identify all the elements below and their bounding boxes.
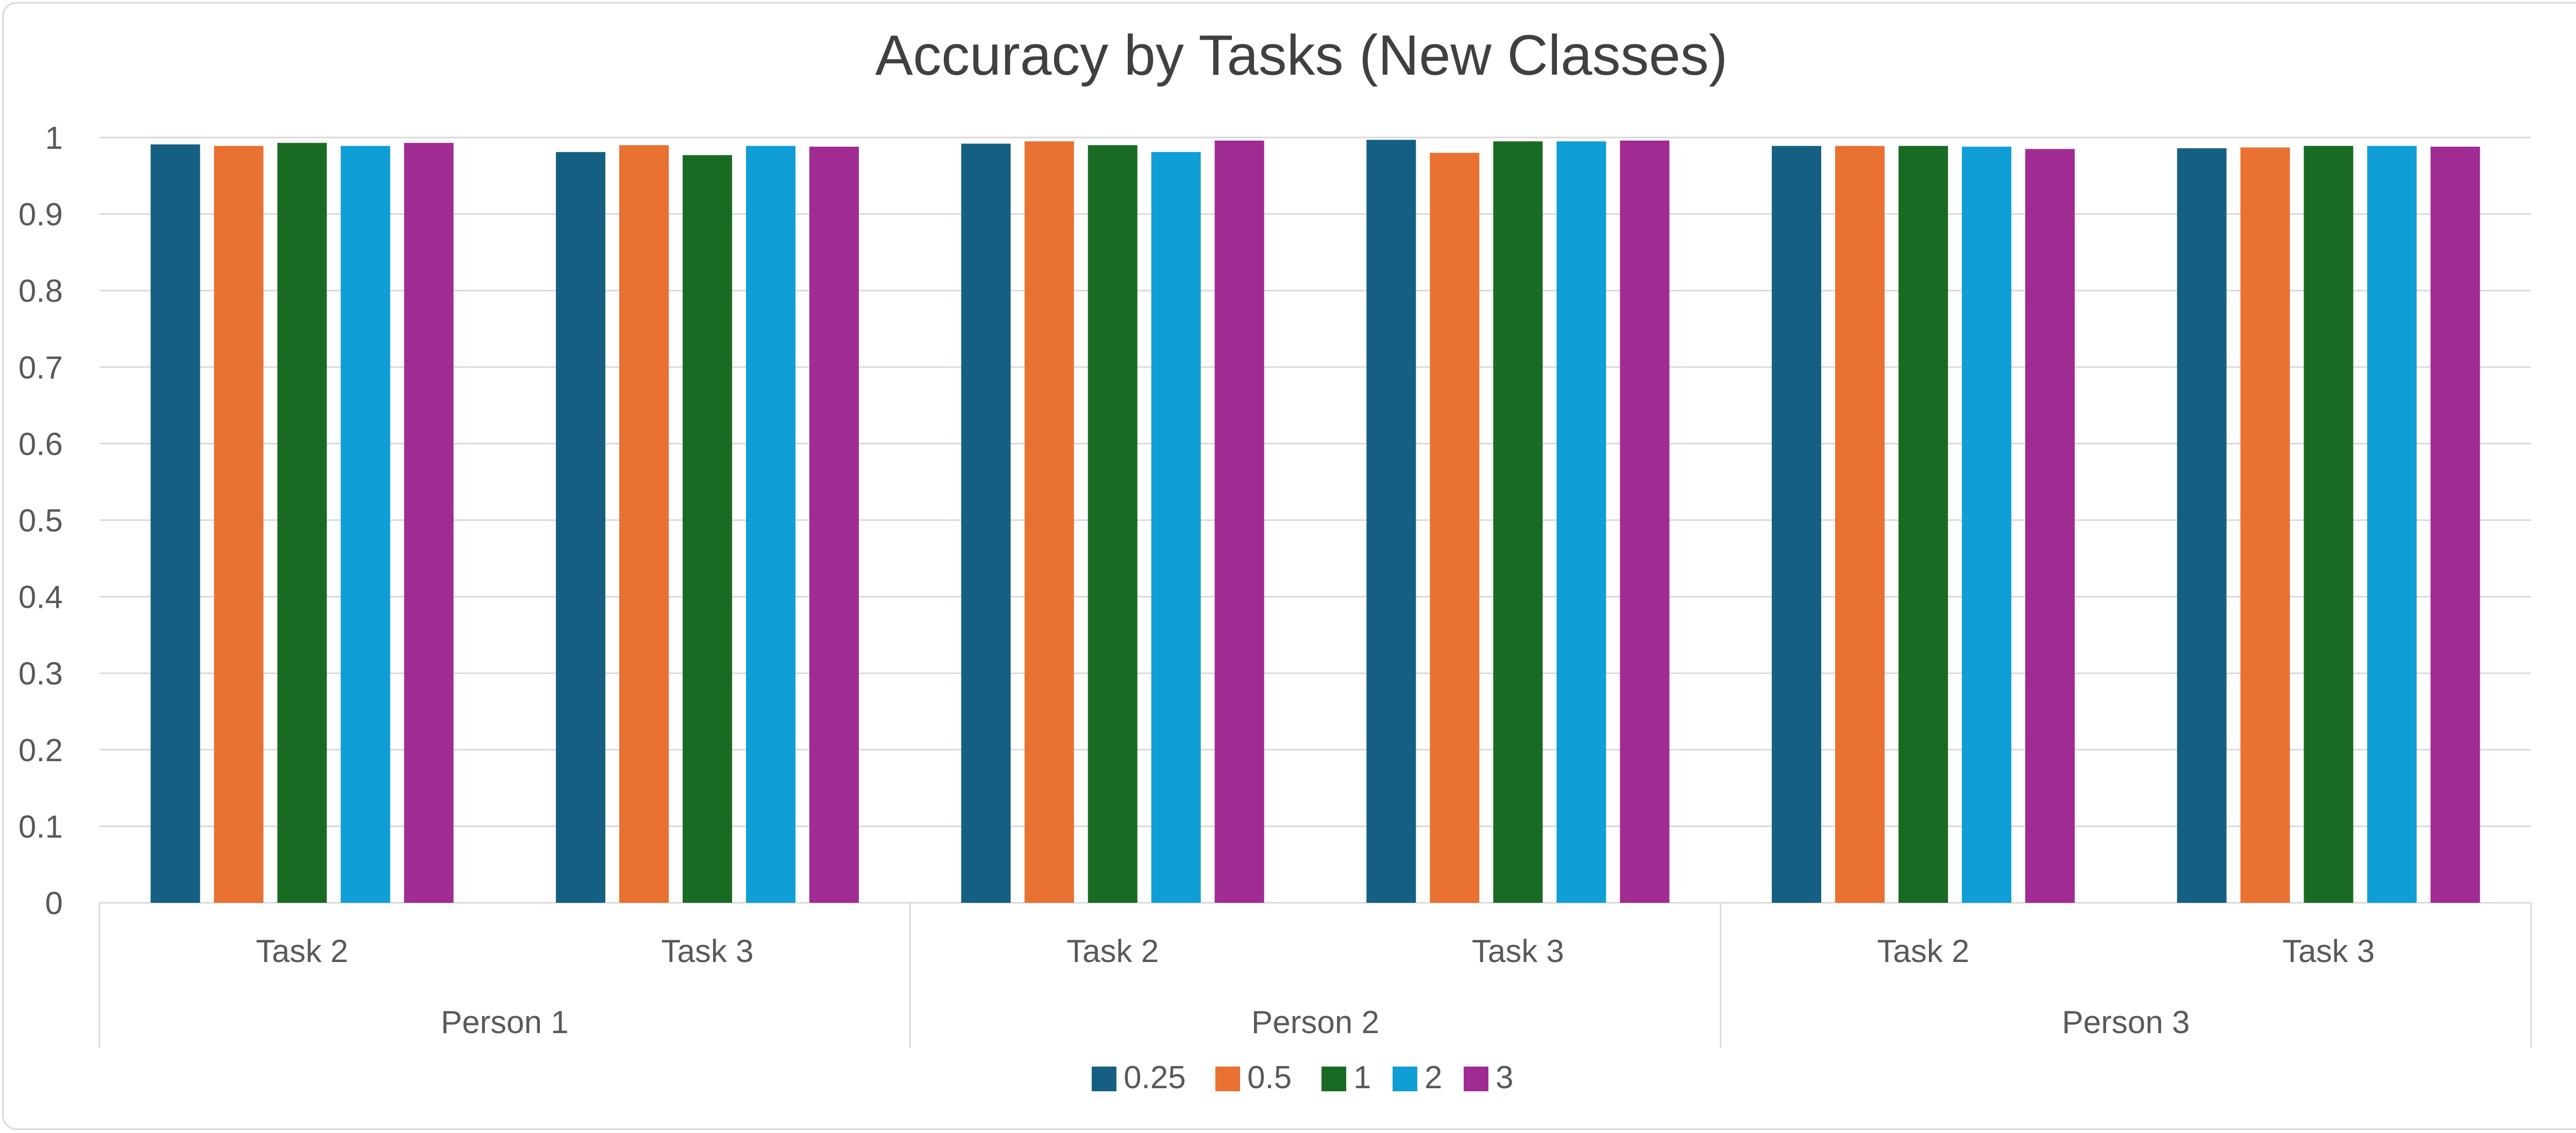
x-tick-label: Task 3 bbox=[1472, 934, 1564, 969]
x-tick-label: Task 2 bbox=[1066, 934, 1159, 969]
x-tick-label: Task 3 bbox=[2282, 934, 2375, 969]
bar-3-0 bbox=[404, 143, 454, 903]
bar-2-3 bbox=[1556, 141, 1606, 903]
bar-2-2 bbox=[1151, 152, 1201, 903]
legend-swatch bbox=[1215, 1067, 1240, 1091]
legend-swatch bbox=[1092, 1067, 1116, 1091]
bar-2-0 bbox=[341, 146, 391, 903]
group-label: Person 2 bbox=[1251, 1005, 1379, 1040]
y-tick-label: 0.3 bbox=[19, 656, 63, 692]
y-tick-label: 0.6 bbox=[19, 426, 63, 462]
legend-label: 0.25 bbox=[1124, 1060, 1186, 1095]
group-label: Person 3 bbox=[2062, 1005, 2190, 1040]
legend-label: 3 bbox=[1496, 1060, 1513, 1095]
bar-3-1 bbox=[809, 146, 859, 903]
legend-swatch bbox=[1464, 1067, 1488, 1091]
y-tick-label: 0.8 bbox=[19, 273, 63, 309]
y-tick-label: 0.1 bbox=[19, 809, 63, 845]
bar-0_25-5 bbox=[2177, 148, 2227, 903]
legend: 0.25 0.5 1 2 3 bbox=[1092, 1060, 1513, 1095]
bar-1-5 bbox=[2303, 146, 2353, 903]
x-tick-label: Task 2 bbox=[256, 934, 348, 969]
bar-1-3 bbox=[1493, 141, 1543, 903]
y-tick-label: 0.4 bbox=[19, 580, 63, 615]
bar-0_25-0 bbox=[150, 144, 200, 903]
legend-label: 0.5 bbox=[1247, 1060, 1292, 1095]
legend-swatch bbox=[1393, 1067, 1417, 1091]
gridlines bbox=[99, 136, 2531, 904]
legend-label: 2 bbox=[1425, 1060, 1442, 1095]
bars bbox=[150, 140, 2480, 903]
bar-0_5-2 bbox=[1024, 141, 1074, 903]
bar-3-3 bbox=[1620, 140, 1670, 903]
y-tick-label: 1 bbox=[45, 121, 63, 156]
x-tick-label: Task 3 bbox=[661, 934, 753, 969]
bar-3-5 bbox=[2430, 146, 2480, 903]
bar-0_5-0 bbox=[214, 146, 264, 903]
bar-2-1 bbox=[746, 146, 795, 903]
bar-1-0 bbox=[277, 143, 327, 903]
bar-2-4 bbox=[1962, 146, 2011, 903]
bar-0_5-3 bbox=[1430, 152, 1480, 903]
bar-1-4 bbox=[1899, 146, 1948, 903]
group-label: Person 1 bbox=[441, 1005, 569, 1040]
y-tick-label: 0.7 bbox=[19, 350, 63, 386]
bar-1-2 bbox=[1088, 145, 1138, 903]
y-tick-label: 0.5 bbox=[19, 503, 63, 539]
legend-label: 1 bbox=[1353, 1060, 1371, 1095]
bar-0_5-1 bbox=[619, 145, 669, 903]
bar-3-4 bbox=[2025, 149, 2075, 903]
axis-labels: 0 0.1 0.2 0.3 0.4 0.5 0.6 0.7 0.8 0.9 1 Task 2 Task … bbox=[19, 121, 2375, 1040]
bar-1-1 bbox=[683, 155, 732, 903]
bar-0_25-1 bbox=[556, 152, 605, 903]
bar-3-2 bbox=[1214, 140, 1264, 903]
bar-2-5 bbox=[2367, 146, 2417, 903]
legend-swatch bbox=[1321, 1067, 1346, 1091]
y-tick-label: 0.2 bbox=[19, 733, 63, 768]
bar-0_5-4 bbox=[1835, 146, 1885, 903]
bar-0_25-3 bbox=[1366, 140, 1416, 903]
y-tick-label: 0.9 bbox=[19, 197, 63, 233]
x-tick-label: Task 2 bbox=[1877, 934, 1969, 969]
y-tick-label: 0 bbox=[45, 886, 63, 921]
bar-0_25-4 bbox=[1772, 146, 1821, 903]
bar-0_5-5 bbox=[2240, 147, 2290, 903]
bar-0_25-2 bbox=[961, 143, 1011, 903]
chart-title: Accuracy by Tasks (New Classes) bbox=[875, 24, 1728, 87]
axes bbox=[98, 903, 2532, 1048]
